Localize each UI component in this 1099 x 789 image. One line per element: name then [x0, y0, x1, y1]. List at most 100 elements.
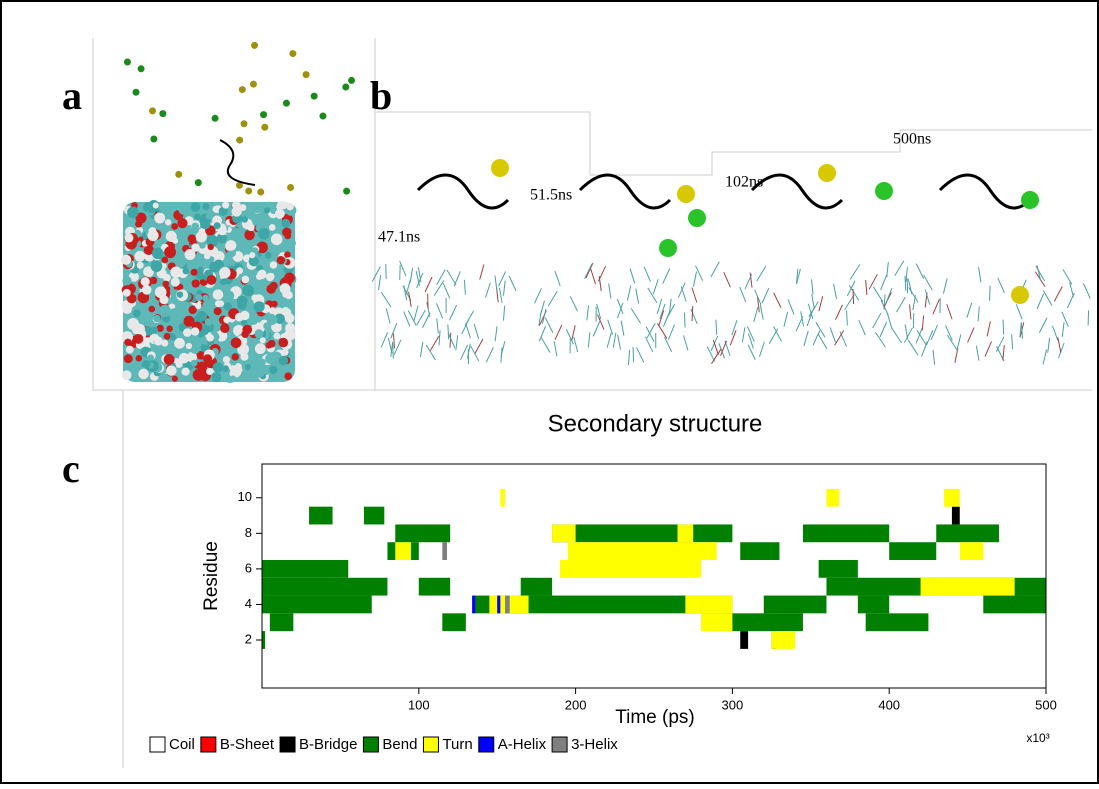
atom	[134, 324, 145, 335]
atom	[183, 328, 192, 337]
atom	[191, 327, 199, 335]
segment	[270, 613, 294, 631]
segment	[262, 578, 387, 596]
atom	[163, 274, 171, 282]
atom	[187, 262, 195, 270]
atom	[245, 364, 251, 370]
atom	[203, 203, 210, 210]
segment	[701, 613, 732, 631]
atom	[206, 368, 213, 375]
atom	[166, 231, 177, 242]
atom	[175, 361, 182, 368]
y-tick-label: 4	[245, 596, 252, 611]
segment	[500, 489, 505, 507]
atom	[237, 295, 248, 306]
atom	[126, 346, 134, 354]
ion	[212, 115, 219, 122]
atom	[229, 375, 236, 382]
legend-label: Bend	[382, 736, 417, 753]
legend-label: B-Sheet	[220, 736, 275, 753]
segment	[960, 542, 984, 560]
atom	[257, 270, 266, 279]
atom	[165, 219, 171, 225]
segment	[505, 596, 510, 614]
segment	[309, 507, 333, 525]
atom	[123, 289, 131, 297]
atom	[192, 279, 200, 287]
atom	[153, 202, 159, 208]
atom	[141, 277, 150, 286]
legend-label: A-Helix	[498, 736, 547, 753]
atom	[249, 316, 258, 325]
atom	[224, 290, 235, 301]
atom	[195, 303, 202, 310]
x-tick-label: 400	[878, 697, 900, 712]
atom	[244, 230, 254, 240]
x-tick-label: 100	[408, 697, 430, 712]
segment	[442, 542, 447, 560]
ion	[159, 110, 166, 117]
legend-swatch	[479, 737, 494, 752]
atom	[196, 231, 207, 242]
y-tick-label: 6	[245, 560, 252, 575]
atom	[122, 370, 132, 380]
ion	[257, 188, 264, 195]
atom	[142, 360, 150, 368]
legend-label: 3-Helix	[571, 736, 618, 753]
atom	[249, 205, 257, 213]
atom	[268, 273, 275, 280]
legend-swatch	[150, 737, 165, 752]
ion	[260, 111, 267, 118]
lipid	[853, 289, 854, 304]
ion	[303, 71, 310, 78]
atom	[153, 315, 160, 322]
atom	[206, 275, 216, 285]
ion	[343, 188, 350, 195]
atom	[182, 367, 190, 375]
segment	[921, 578, 1015, 596]
atom	[178, 235, 185, 242]
atom	[124, 354, 133, 363]
ion	[319, 112, 326, 119]
atom	[172, 376, 178, 382]
atom	[286, 203, 294, 211]
atom	[284, 312, 293, 321]
ion	[289, 50, 296, 57]
atom	[284, 272, 295, 283]
atom	[213, 206, 220, 213]
panel-label: a	[62, 73, 82, 118]
ion	[491, 159, 509, 177]
atom	[191, 360, 198, 367]
atom	[133, 310, 141, 318]
segment	[419, 578, 450, 596]
panel-label: b	[370, 73, 392, 118]
x-tick-label: 500	[1035, 697, 1057, 712]
legend-swatch	[423, 737, 438, 752]
segment	[472, 596, 475, 614]
segment	[772, 631, 796, 649]
segment	[262, 596, 372, 614]
atom	[263, 322, 270, 329]
lipid	[907, 278, 908, 293]
segment	[983, 596, 1046, 614]
atom	[124, 233, 133, 242]
segment	[826, 489, 839, 507]
ion	[348, 77, 355, 84]
y-axis-label: Residue	[201, 541, 222, 611]
ion	[677, 185, 695, 203]
atom	[265, 354, 275, 364]
atom	[212, 372, 222, 382]
atom	[222, 365, 229, 372]
atom	[282, 349, 289, 356]
atom	[133, 334, 143, 344]
ion	[659, 239, 677, 257]
ion	[261, 124, 268, 131]
atom	[121, 255, 131, 265]
atom	[275, 209, 285, 219]
atom	[236, 267, 243, 274]
atom	[269, 366, 277, 374]
atom	[178, 203, 190, 215]
atom	[214, 222, 221, 229]
ion	[251, 42, 258, 49]
